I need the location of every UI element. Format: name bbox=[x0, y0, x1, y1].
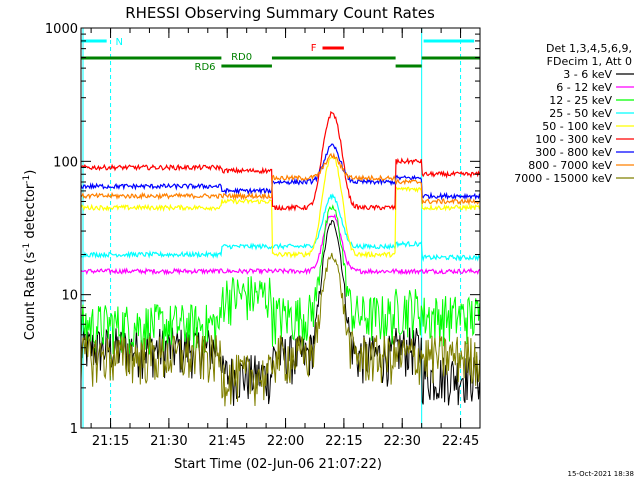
legend-header-2: FDecim 1, Att 0 bbox=[547, 55, 632, 68]
axes-frame bbox=[80, 27, 481, 429]
y-axis-label: Count Rate (s-1 detector-1) bbox=[22, 170, 38, 341]
x-tick-label-1: 21:30 bbox=[150, 434, 187, 449]
night-label: N bbox=[116, 37, 123, 48]
legend-label-5: 100 - 300 keV bbox=[535, 133, 612, 146]
series-line-2 bbox=[81, 204, 480, 355]
x-tick-label-4: 22:15 bbox=[325, 434, 362, 449]
plot-area: N F RD0 RD6 bbox=[80, 27, 481, 429]
series-line-3 bbox=[81, 193, 480, 263]
legend-label-1: 6 - 12 keV bbox=[556, 81, 612, 94]
annotation-bars: N F RD0 RD6 bbox=[81, 37, 480, 73]
svg-text:Count Rate (s-1 detector-1): Count Rate (s-1 detector-1) bbox=[22, 170, 38, 341]
legend: Det 1,3,4,5,6,9, FDecim 1, Att 0 3 - 6 k… bbox=[514, 42, 634, 185]
axes-ticks: 1 10 100 1000 21:15 21:30 21:45 22:00 22:15 22:30… bbox=[45, 22, 481, 449]
y-tick-label-1: 10 bbox=[61, 289, 78, 304]
x-tick-label-5: 22:30 bbox=[383, 434, 420, 449]
rd6-label: RD6 bbox=[195, 62, 216, 73]
legend-header-1: Det 1,3,4,5,6,9, bbox=[546, 42, 632, 55]
ylabel-sup2: -1 bbox=[22, 175, 32, 184]
series-line-0 bbox=[81, 220, 480, 406]
series-group bbox=[81, 28, 480, 428]
series-line-4 bbox=[81, 155, 480, 259]
legend-label-6: 300 - 800 keV bbox=[535, 146, 612, 159]
rd0-label: RD0 bbox=[231, 52, 252, 63]
series-line-5 bbox=[81, 110, 480, 212]
legend-label-2: 12 - 25 keV bbox=[549, 94, 612, 107]
y-tick-label-2: 100 bbox=[53, 155, 78, 170]
legend-label-0: 3 - 6 keV bbox=[563, 68, 612, 81]
legend-label-3: 25 - 50 keV bbox=[549, 107, 612, 120]
x-tick-label-3: 22:00 bbox=[267, 434, 304, 449]
y-tick-label-0: 1 bbox=[70, 422, 78, 437]
flare-label: F bbox=[311, 43, 317, 54]
x-tick-label-0: 21:15 bbox=[92, 434, 129, 449]
ylabel-rest: detector bbox=[23, 183, 38, 243]
ylabel-sup: -1 bbox=[22, 243, 32, 252]
series-line-8 bbox=[81, 252, 480, 407]
legend-label-8: 7000 - 15000 keV bbox=[514, 172, 612, 185]
ylabel-main: Count Rate (s bbox=[23, 252, 38, 341]
x-tick-label-6: 22:45 bbox=[442, 434, 479, 449]
series-line-1 bbox=[81, 213, 480, 276]
x-axis-label: Start Time (02-Jun-06 21:07:22) bbox=[174, 457, 382, 472]
y-tick-label-3: 1000 bbox=[45, 22, 78, 37]
legend-label-7: 800 - 7000 keV bbox=[528, 159, 612, 172]
ylabel-end: ) bbox=[23, 170, 38, 175]
footer-date: 15-Oct-2021 18:38 bbox=[568, 470, 634, 478]
legend-label-4: 50 - 100 keV bbox=[542, 120, 612, 133]
chart-title: RHESSI Observing Summary Count Rates bbox=[125, 4, 435, 22]
series-line-7 bbox=[81, 152, 480, 206]
series-line-6 bbox=[81, 143, 480, 201]
x-tick-label-2: 21:45 bbox=[208, 434, 245, 449]
